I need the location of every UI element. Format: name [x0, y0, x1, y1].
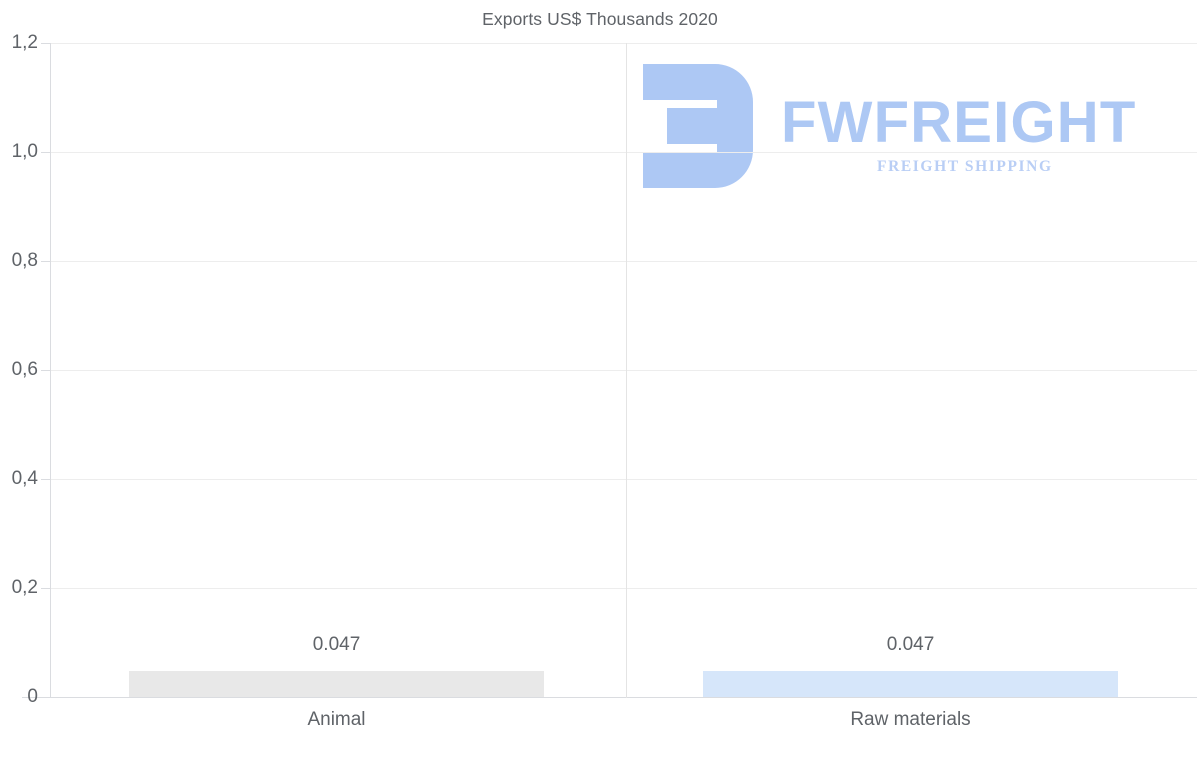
y-axis-tick-mark	[41, 43, 50, 44]
y-axis-tick-mark	[41, 261, 50, 262]
bar-column	[129, 43, 544, 697]
y-axis-tick-mark	[41, 479, 50, 480]
y-axis-label: 1,2	[11, 32, 38, 53]
gridline	[50, 370, 1197, 371]
x-axis-label: Animal	[307, 709, 366, 730]
y-axis-line	[50, 43, 51, 698]
bar-value-label: 0.047	[886, 634, 935, 656]
bar-column	[703, 43, 1118, 697]
x-axis-label: Raw materials	[850, 709, 971, 730]
gridline	[50, 588, 1197, 589]
gridline	[50, 479, 1197, 480]
category-divider-line	[626, 43, 627, 698]
gridline	[50, 261, 1197, 262]
x-axis-line	[22, 697, 1197, 698]
chart-title: Exports US$ Thousands 2020	[482, 9, 718, 29]
gridlines	[50, 43, 1197, 697]
y-axis-tick-mark	[41, 152, 50, 153]
y-axis-label: 0,6	[11, 359, 38, 380]
bar-raw-materials[interactable]	[703, 671, 1118, 697]
y-axis-label: 0,8	[11, 250, 38, 271]
y-axis-label: 1,0	[11, 141, 38, 162]
y-axis-label: 0	[27, 686, 38, 707]
y-axis-tick-mark	[41, 370, 50, 371]
y-axis-label: 0,2	[11, 577, 38, 598]
gridline	[50, 152, 1197, 153]
y-axis-label: 0,4	[11, 468, 38, 489]
y-axis-tick-mark	[41, 588, 50, 589]
bar-animal[interactable]	[129, 671, 544, 697]
bar-value-label: 0.047	[312, 634, 361, 656]
gridline	[50, 43, 1197, 44]
